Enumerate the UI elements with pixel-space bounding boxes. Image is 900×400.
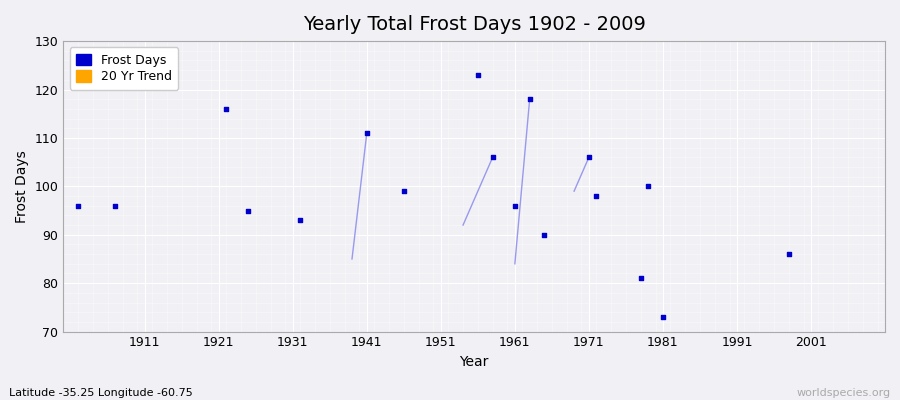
Point <box>485 154 500 160</box>
Point <box>241 207 256 214</box>
Title: Yearly Total Frost Days 1902 - 2009: Yearly Total Frost Days 1902 - 2009 <box>302 15 645 34</box>
Point <box>360 130 374 136</box>
Point <box>523 96 537 102</box>
Point <box>508 202 522 209</box>
Point <box>581 154 596 160</box>
Point <box>71 202 86 209</box>
Y-axis label: Frost Days: Frost Days <box>15 150 29 223</box>
Point <box>641 183 655 190</box>
Point <box>537 232 552 238</box>
Point <box>634 275 648 282</box>
Point <box>590 193 604 199</box>
Point <box>781 251 796 257</box>
X-axis label: Year: Year <box>460 355 489 369</box>
Point <box>293 217 308 224</box>
Text: Latitude -35.25 Longitude -60.75: Latitude -35.25 Longitude -60.75 <box>9 388 193 398</box>
Point <box>471 72 485 78</box>
Legend: Frost Days, 20 Yr Trend: Frost Days, 20 Yr Trend <box>69 47 178 90</box>
Point <box>397 188 411 194</box>
Point <box>219 106 233 112</box>
Text: worldspecies.org: worldspecies.org <box>796 388 891 398</box>
Point <box>656 314 670 320</box>
Point <box>108 202 122 209</box>
